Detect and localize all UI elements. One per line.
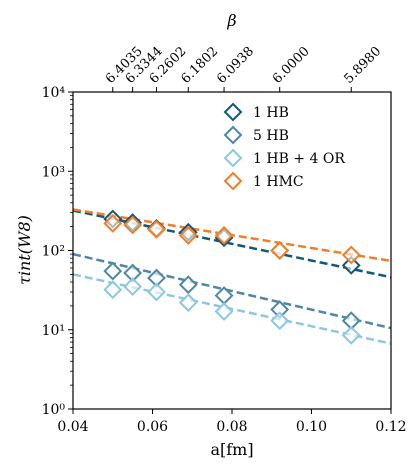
- x-tick-label: 0.04: [57, 419, 88, 435]
- data-point: [147, 282, 166, 302]
- data-point: [103, 213, 123, 233]
- data-point: [178, 293, 198, 313]
- y-tick-label: 10³: [42, 164, 65, 180]
- top-axis-label: β: [226, 11, 236, 30]
- legend-label: 1 HB + 4 OR: [253, 151, 345, 167]
- y-axis-label: τint(W8): [15, 215, 34, 285]
- legend: 1 HB 5 HB 1 HB + 4 OR 1 HMC: [223, 102, 345, 191]
- data-point: [123, 277, 143, 297]
- x-tick-label: 0.12: [375, 419, 406, 435]
- top-tick-label: 5.8980: [341, 44, 384, 87]
- fit-line: [72, 252, 392, 330]
- legend-marker: [223, 125, 243, 145]
- data-point: [103, 261, 123, 281]
- data-point: [147, 219, 166, 239]
- x-tick-label: 0.10: [296, 419, 327, 435]
- data-point: [214, 302, 234, 321]
- data-point: [123, 215, 143, 235]
- data-point: [341, 245, 361, 265]
- legend-label: 1 HMC: [253, 174, 304, 190]
- data-point: [270, 241, 290, 260]
- x-axis-label: a[fm]: [210, 440, 253, 459]
- x-tick-label: 0.06: [137, 419, 168, 435]
- x-tick-label: 0.08: [216, 419, 247, 435]
- top-tick-label: 6.0000: [270, 44, 313, 87]
- x-axis: 0.04 0.06 0.08 0.10 0.12: [57, 409, 407, 435]
- plot-background: [73, 92, 391, 409]
- data-point: [103, 280, 123, 300]
- data-point: [270, 311, 290, 331]
- legend-label: 1 HB: [253, 105, 289, 121]
- legend-marker: [223, 102, 243, 122]
- legend-marker: [223, 148, 243, 168]
- y-tick-label: 10²: [42, 244, 65, 260]
- y-tick-label: 10¹: [42, 323, 65, 339]
- data-point: [341, 325, 361, 345]
- data-points: [103, 209, 361, 345]
- data-point: [341, 255, 361, 275]
- legend-label: 5 HB: [253, 128, 289, 144]
- y-axis: 10⁰ 10¹ 10² 10³ 10⁴: [42, 85, 73, 418]
- plot-frame: [72, 91, 392, 410]
- data-point: [214, 226, 234, 245]
- data-point: [178, 275, 198, 295]
- data-point: [178, 226, 198, 245]
- y-tick-label: 10⁰: [42, 402, 66, 418]
- y-tick-label: 10⁴: [42, 85, 66, 101]
- legend-marker: [223, 171, 243, 191]
- top-tick-label: 6.0938: [214, 44, 257, 87]
